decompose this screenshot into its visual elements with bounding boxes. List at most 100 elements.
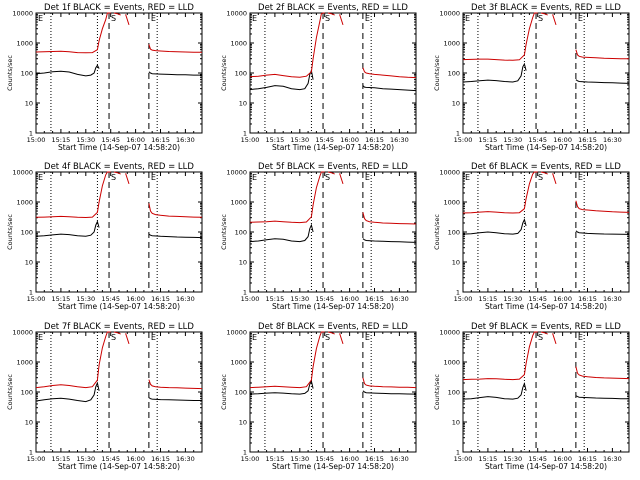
lld-series-line [462, 331, 538, 381]
chart-title: Det 5f BLACK = Events, RED = LLD [258, 162, 408, 172]
x-tick-label: 16:00 [553, 295, 572, 303]
y-tick-label: 100 [21, 389, 33, 397]
y-tick-label: 1000 [230, 40, 247, 48]
plot-frame [462, 12, 630, 134]
x-tick-label: 16:00 [340, 136, 359, 144]
event-marker: E [465, 333, 470, 342]
event-marker: E [252, 173, 257, 182]
plot-frame [35, 331, 203, 453]
y-tick-label: 1000 [230, 359, 247, 367]
x-tick-label: 16:15 [365, 295, 384, 303]
event-marker: E [578, 14, 583, 23]
y-tick-label: 10000 [439, 329, 460, 337]
x-tick-label: 15:00 [27, 455, 46, 463]
chart-title: Det 3f BLACK = Events, RED = LLD [471, 3, 621, 13]
x-tick-label: 16:15 [578, 295, 597, 303]
plot-frame [35, 171, 203, 293]
y-tick-label: 1 [243, 289, 247, 297]
detector-panel-1: Det 1f BLACK = Events, RED = LLD 1 10 100 10… [6, 3, 203, 152]
events-series-line [362, 238, 417, 243]
events-series-line [462, 218, 527, 235]
x-tick-label: 15:45 [315, 136, 334, 144]
lld-series-line [249, 12, 325, 78]
lld-series-line [339, 333, 344, 345]
event-marker: E [578, 173, 583, 182]
y-tick-label: 1000 [16, 199, 33, 207]
y-tick-label: 1000 [443, 40, 460, 48]
event-marker: S [325, 173, 330, 182]
y-tick-label: 100 [21, 229, 33, 237]
x-tick-label: 16:15 [578, 136, 597, 144]
event-marker: E [151, 14, 156, 23]
event-marker: E [151, 173, 156, 182]
y-tick-label: 10 [25, 419, 33, 427]
y-axis-label: Counts/sec [6, 55, 14, 91]
lld-series-line [339, 173, 344, 185]
events-series-line [249, 68, 314, 91]
lld-series-line [327, 331, 335, 335]
lld-series-line [327, 171, 335, 175]
x-tick-label: 15:30 [503, 295, 522, 303]
x-axis-label: Start Time (14-Sep-07 14:58:20) [58, 302, 180, 311]
detector-panel-8: Det 8f BLACK = Events, RED = LLD 1 10 100 10… [220, 322, 417, 471]
x-tick-label: 15:00 [454, 455, 473, 463]
x-tick-label: 16:15 [151, 136, 170, 144]
y-tick-label: 10 [25, 259, 33, 267]
event-marker: E [465, 14, 470, 23]
events-series-line [148, 71, 202, 76]
x-tick-label: 15:00 [241, 295, 260, 303]
x-axis-label: Start Time (14-Sep-07 14:58:20) [485, 462, 607, 471]
x-tick-label: 16:15 [365, 136, 384, 144]
lld-series-line [113, 331, 121, 335]
x-tick-label: 15:15 [266, 295, 285, 303]
x-tick-label: 16:30 [176, 136, 195, 144]
y-tick-label: 10 [452, 259, 460, 267]
lld-series-line [462, 171, 538, 214]
lld-series-line [35, 171, 111, 219]
y-axis-label: Counts/sec [6, 374, 14, 410]
x-tick-label: 15:00 [241, 136, 260, 144]
y-tick-label: 100 [21, 70, 33, 78]
y-tick-label: 100 [448, 70, 460, 78]
event-marker: S [111, 173, 116, 182]
x-tick-label: 15:30 [503, 136, 522, 144]
x-tick-label: 15:00 [454, 136, 473, 144]
events-series-line [35, 381, 100, 403]
plot-frame [249, 171, 417, 293]
x-tick-label: 15:45 [315, 295, 334, 303]
y-tick-label: 10 [239, 419, 247, 427]
event-marker: S [325, 333, 330, 342]
y-tick-label: 10000 [439, 10, 460, 18]
x-axis-label: Start Time (14-Sep-07 14:58:20) [272, 302, 394, 311]
chart-title: Det 8f BLACK = Events, RED = LLD [258, 322, 408, 332]
x-tick-label: 15:30 [290, 136, 309, 144]
x-tick-label: 16:30 [603, 136, 622, 144]
events-series-line [35, 220, 100, 237]
y-tick-label: 10 [239, 100, 247, 108]
lld-series-line [552, 14, 557, 26]
events-series-line [575, 395, 629, 400]
x-axis-label: Start Time (14-Sep-07 14:58:20) [272, 143, 394, 152]
y-tick-label: 1 [456, 449, 460, 457]
plot-frame [249, 331, 417, 453]
x-tick-label: 16:00 [340, 295, 359, 303]
chart-title: Det 4f BLACK = Events, RED = LLD [44, 162, 194, 172]
event-marker: E [38, 173, 43, 182]
events-series-line [575, 79, 630, 84]
chart-title: Det 6f BLACK = Events, RED = LLD [471, 162, 621, 172]
x-tick-label: 15:15 [52, 295, 71, 303]
event-marker: E [151, 333, 156, 342]
x-tick-label: 15:30 [76, 136, 95, 144]
x-tick-label: 16:00 [126, 295, 145, 303]
x-tick-label: 15:45 [528, 295, 547, 303]
y-tick-label: 1 [243, 449, 247, 457]
events-series-line [362, 390, 417, 395]
x-tick-label: 16:30 [176, 455, 195, 463]
y-tick-label: 1000 [16, 40, 33, 48]
x-tick-label: 15:15 [479, 455, 498, 463]
y-tick-label: 1000 [443, 199, 460, 207]
lld-series-line [125, 333, 130, 345]
detector-panel-5: Det 5f BLACK = Events, RED = LLD 1 10 100 10… [220, 162, 417, 311]
x-tick-label: 15:15 [266, 136, 285, 144]
x-tick-label: 15:15 [52, 455, 71, 463]
